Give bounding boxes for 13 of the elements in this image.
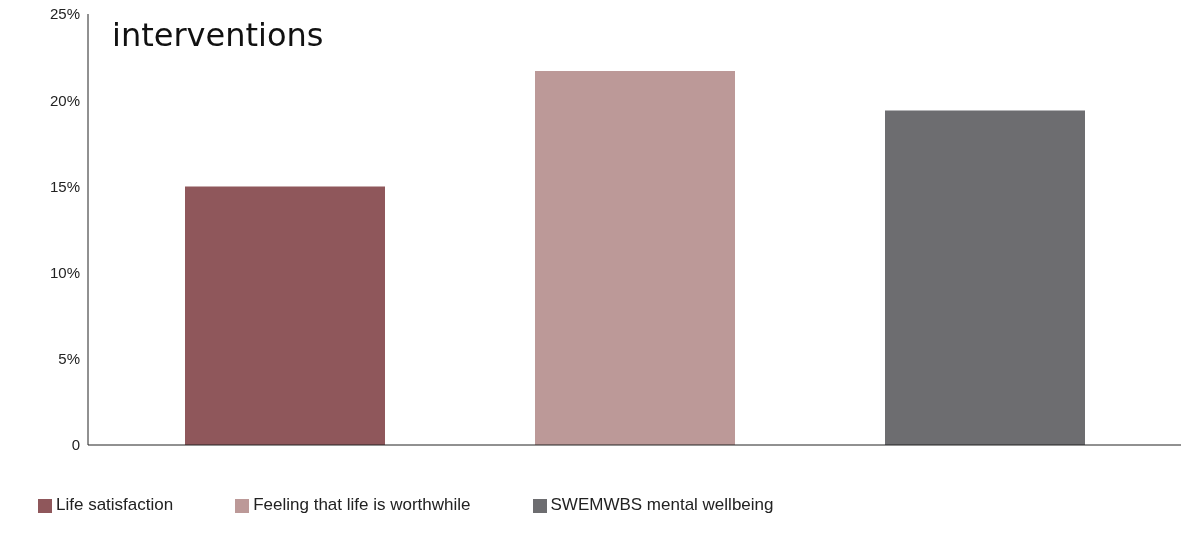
y-tick-label: 15% (49, 177, 80, 195)
bar (185, 186, 385, 445)
y-tick-label: 5% (58, 350, 80, 368)
legend-label: Feeling that life is worthwhile (253, 495, 471, 514)
legend-label: Life satisfaction (56, 495, 174, 514)
y-tick-label: 25% (49, 5, 80, 23)
bar (885, 110, 1085, 445)
legend-label: SWEMWBS mental wellbeing (550, 495, 774, 514)
bar (535, 70, 735, 445)
y-tick-label: 20% (49, 91, 80, 109)
y-tick-label: 0 (71, 436, 80, 454)
chart-title: interventions (112, 16, 324, 54)
y-tick-label: 10% (49, 263, 80, 281)
